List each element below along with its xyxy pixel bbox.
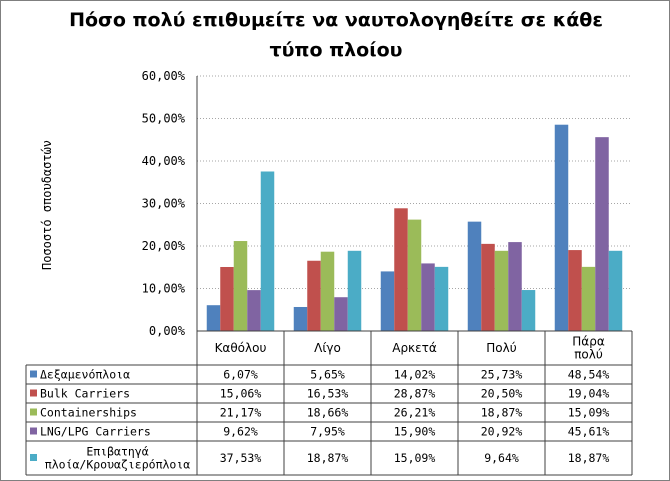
data-label: 5,65% [310, 368, 345, 382]
bar [608, 250, 623, 331]
bar [568, 250, 582, 331]
bar [434, 266, 449, 331]
data-label: 25,73% [481, 368, 523, 382]
data-label: 48,54% [568, 368, 610, 382]
legend-label: Bulk Carriers [40, 387, 130, 401]
data-label: 18,87% [307, 451, 349, 465]
bar [307, 260, 321, 331]
bar [233, 241, 248, 331]
bar [421, 263, 435, 331]
chart-title: Πόσο πολύ επιθυμείτε να ναυτολογηθείτε σ… [69, 9, 603, 61]
data-label: 16,53% [307, 387, 349, 401]
bar [334, 297, 348, 331]
legend-label: Containerships [40, 406, 137, 420]
y-tick-label: 30,00% [142, 197, 186, 211]
bar [554, 124, 569, 331]
legend-swatch [30, 408, 37, 416]
bar [380, 271, 395, 331]
data-label: 15,09% [568, 406, 610, 420]
data-label: 26,21% [394, 406, 436, 420]
data-label: 9,64% [484, 451, 519, 465]
legend-label: πλοία/Κρουαζιερόπλοια [45, 458, 190, 472]
bar [581, 266, 596, 331]
bar [467, 221, 482, 331]
data-label: 45,61% [568, 425, 610, 439]
bar [247, 290, 261, 331]
bar [481, 243, 495, 331]
y-tick-label: 40,00% [142, 154, 186, 168]
data-label: 18,87% [481, 406, 523, 420]
x-tick-label: Αρκετά [392, 341, 437, 355]
data-label: 15,06% [220, 387, 262, 401]
data-label: 28,87% [394, 387, 436, 401]
data-label: 6,07% [223, 368, 258, 382]
bar [394, 208, 408, 331]
y-tick-label: 10,00% [142, 282, 186, 296]
data-label: 18,66% [307, 406, 349, 420]
x-tick-label: Καθόλου [215, 341, 267, 355]
y-tick-label: 60,00% [142, 69, 186, 83]
bar [595, 137, 609, 331]
bar [206, 305, 221, 331]
x-tick-label: Λίγο [314, 341, 341, 355]
legend-label: Επιβατηγά [86, 445, 148, 459]
x-tick-label: Πολύ [486, 341, 516, 355]
data-label: 21,17% [220, 406, 262, 420]
bar [347, 250, 362, 331]
data-label: 20,50% [481, 387, 523, 401]
data-label: 9,62% [223, 425, 258, 439]
legend-label: Δεξαμενόπλοια [40, 368, 130, 382]
data-label: 7,95% [310, 425, 345, 439]
data-label: 20,92% [481, 425, 523, 439]
data-label: 14,02% [394, 368, 436, 382]
legend-swatch [30, 454, 37, 461]
legend-swatch [30, 370, 37, 378]
bar [220, 266, 234, 331]
data-label: 19,04% [568, 387, 610, 401]
data-label: 15,90% [394, 425, 436, 439]
bar [521, 290, 536, 331]
bar [260, 171, 275, 331]
bar [293, 306, 308, 331]
y-tick-label: 0,00% [149, 324, 186, 338]
data-label: 15,09% [394, 451, 436, 465]
bar [407, 219, 422, 331]
bar [320, 251, 335, 331]
legend-label: LNG/LPG Carriers [40, 425, 151, 439]
x-tick-label: Πάρα [572, 335, 605, 349]
data-label: 37,53% [220, 451, 262, 465]
y-tick-label: 20,00% [142, 239, 186, 253]
legend-swatch [30, 389, 37, 397]
bar [494, 250, 509, 331]
x-tick-label: πολύ [574, 348, 603, 362]
y-tick-label: 50,00% [142, 112, 186, 126]
bar [508, 242, 522, 331]
legend-swatch [30, 427, 37, 435]
data-label: 18,87% [568, 451, 610, 465]
